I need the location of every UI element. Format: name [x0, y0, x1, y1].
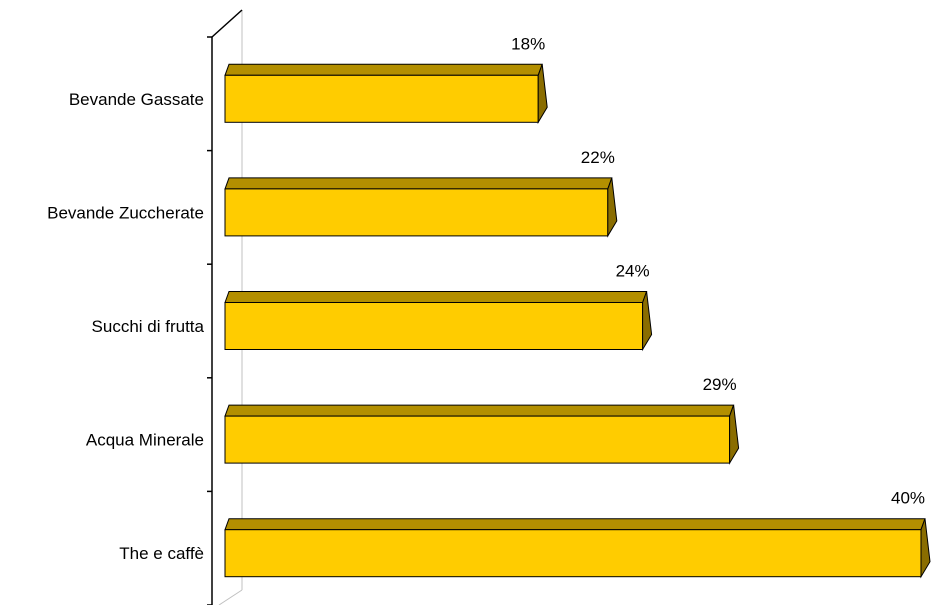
bars — [224, 63, 931, 579]
bar-end-face — [920, 518, 931, 579]
value-label: 24% — [616, 262, 650, 281]
axis-ticks — [207, 36, 212, 605]
value-label: 29% — [703, 375, 737, 394]
labels: Bevande Gassate 18% Bevande Zuccherate 22% S… — [47, 34, 925, 563]
floor-left-edge — [218, 589, 243, 605]
bar-end-face — [537, 64, 548, 125]
value-label: 40% — [891, 489, 925, 508]
value-label: 22% — [581, 148, 615, 167]
bar-top-face — [224, 291, 648, 303]
bar — [224, 302, 644, 350]
bar — [224, 74, 539, 123]
bar-top-face — [224, 177, 613, 190]
bar-top-face — [224, 518, 926, 531]
bar — [224, 188, 609, 237]
axis-depth-line — [211, 9, 243, 38]
bar — [224, 415, 731, 464]
bar-end-face — [729, 404, 740, 465]
category-label: Acqua Minerale — [86, 431, 204, 450]
bar — [224, 529, 922, 578]
value-label: 18% — [511, 34, 545, 53]
category-label: Bevande Gassate — [69, 90, 204, 109]
category-label: The e caffè — [119, 544, 204, 563]
category-label: Succhi di frutta — [92, 317, 205, 336]
bar-top-face — [224, 63, 543, 76]
bar-top-face — [224, 404, 735, 417]
bar-end-face — [607, 177, 618, 238]
category-label: Bevande Zuccherate — [47, 203, 204, 222]
bar-end-face — [642, 291, 653, 352]
